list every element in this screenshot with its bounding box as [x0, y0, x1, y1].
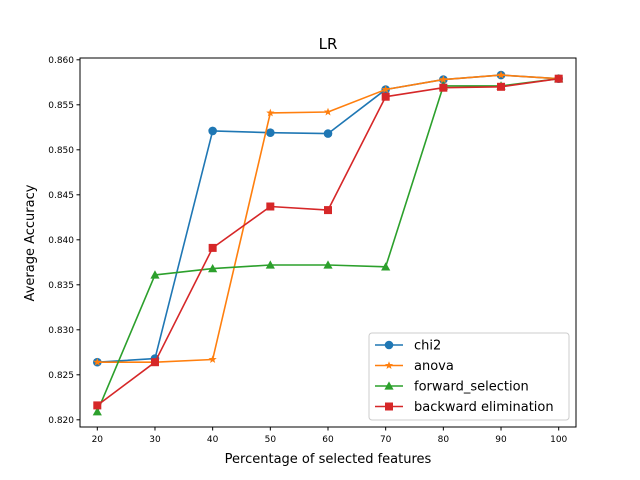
data-point-forward-selection: [381, 262, 391, 271]
data-point-forward-selection: [323, 260, 333, 269]
data-point-chi2: [208, 126, 217, 136]
y-tick-label: 0.855: [48, 101, 74, 111]
chart-title: LR: [319, 35, 338, 53]
data-point-backward-elimination: [554, 74, 563, 83]
data-point-forward-selection: [208, 264, 218, 273]
y-tick-label: 0.850: [48, 146, 74, 156]
y-axis: 0.820 0.825 0.830 0.835 0.840 0.845 0.850 0.855…: [48, 56, 80, 426]
data-point-backward-elimination: [324, 206, 332, 215]
y-tick-label: 0.825: [48, 371, 74, 381]
y-tick-label: 0.840: [48, 236, 74, 246]
data-point-backward-elimination: [93, 401, 102, 410]
data-point-backward-elimination: [266, 202, 275, 211]
legend-box: [368, 332, 570, 421]
data-point-chi2: [266, 128, 275, 137]
legend-label-backward-elimination: backward elimination: [414, 400, 554, 415]
legend-marker-backward-elimination: [385, 402, 393, 411]
x-tick-label: 40: [207, 435, 219, 445]
x-tick-label: 30: [149, 435, 161, 445]
x-tick-label: 60: [322, 435, 334, 445]
data-point-forward-selection: [92, 407, 102, 416]
x-tick-label: 20: [92, 435, 104, 445]
series-backward-elimination: [93, 74, 563, 410]
y-tick-label: 0.860: [48, 56, 74, 66]
data-point-backward-elimination: [150, 358, 159, 367]
x-tick-label: 90: [495, 435, 507, 445]
data-point-forward-selection: [150, 270, 160, 279]
data-point-anova: [496, 70, 506, 79]
data-point-anova: [439, 75, 448, 84]
legend-marker-chi2: [384, 340, 394, 350]
y-tick-label: 0.830: [48, 326, 74, 336]
x-tick-label: 100: [550, 435, 567, 445]
legend-marker-forward-selection: [384, 381, 394, 390]
data-point-anova: [266, 108, 275, 117]
legend-label-chi2: chi2: [414, 339, 441, 354]
data-point-backward-elimination: [208, 243, 217, 252]
y-tick-label: 0.835: [48, 281, 74, 291]
plot-area: [92, 70, 564, 416]
data-point-backward-elimination: [381, 92, 390, 101]
data-point-anova: [208, 355, 217, 363]
data-point-backward-elimination: [497, 82, 506, 91]
y-tick-label: 0.820: [48, 416, 74, 426]
data-point-anova: [93, 357, 102, 366]
y-axis-label: Average Accuracy: [23, 184, 38, 301]
x-axis-label: Percentage of selected features: [225, 452, 432, 467]
legend-marker-anova: [384, 361, 394, 369]
x-tick-label: 80: [438, 435, 450, 445]
data-point-forward-selection: [265, 260, 275, 269]
x-axis: 20 30 40 50 60 70 80 90 100: [92, 427, 568, 445]
data-point-chi2: [323, 129, 333, 138]
y-tick-label: 0.845: [48, 191, 74, 201]
data-point-anova: [323, 107, 333, 116]
legend-label-forward-selection: forward_selection: [414, 380, 529, 395]
legend-label-anova: anova: [414, 359, 454, 374]
data-point-backward-elimination: [439, 83, 448, 92]
data-point-anova: [381, 85, 390, 93]
x-tick-label: 70: [380, 435, 392, 445]
legend: chi2 anova forward_selection backward elimi…: [368, 332, 570, 421]
x-tick-label: 50: [265, 435, 277, 445]
